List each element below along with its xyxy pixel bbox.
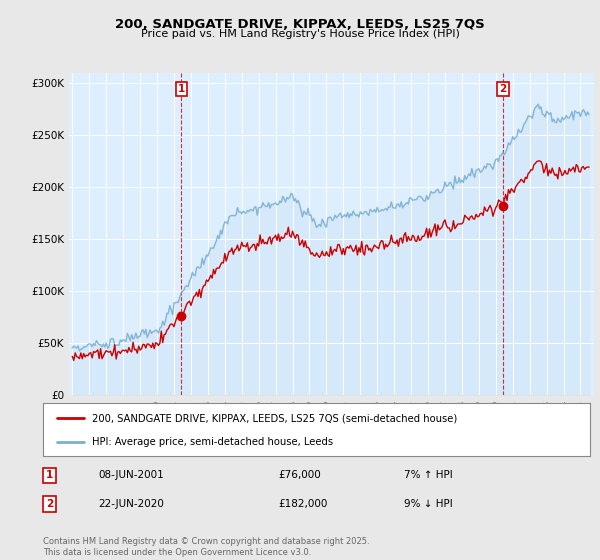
Text: 200, SANDGATE DRIVE, KIPPAX, LEEDS, LS25 7QS (semi-detached house): 200, SANDGATE DRIVE, KIPPAX, LEEDS, LS25…	[92, 413, 458, 423]
Text: 7% ↑ HPI: 7% ↑ HPI	[404, 470, 453, 480]
Text: 1: 1	[178, 84, 185, 94]
Text: £182,000: £182,000	[278, 498, 328, 508]
Text: 200, SANDGATE DRIVE, KIPPAX, LEEDS, LS25 7QS: 200, SANDGATE DRIVE, KIPPAX, LEEDS, LS25…	[115, 18, 485, 31]
Text: 22-JUN-2020: 22-JUN-2020	[98, 498, 164, 508]
Text: Contains HM Land Registry data © Crown copyright and database right 2025.
This d: Contains HM Land Registry data © Crown c…	[43, 537, 370, 557]
Text: 9% ↓ HPI: 9% ↓ HPI	[404, 498, 453, 508]
Text: 08-JUN-2001: 08-JUN-2001	[98, 470, 164, 480]
Text: HPI: Average price, semi-detached house, Leeds: HPI: Average price, semi-detached house,…	[92, 436, 334, 446]
Text: Price paid vs. HM Land Registry's House Price Index (HPI): Price paid vs. HM Land Registry's House …	[140, 29, 460, 39]
Text: 1: 1	[46, 470, 53, 480]
Text: £76,000: £76,000	[278, 470, 321, 480]
Text: 2: 2	[46, 498, 53, 508]
Text: 2: 2	[500, 84, 507, 94]
